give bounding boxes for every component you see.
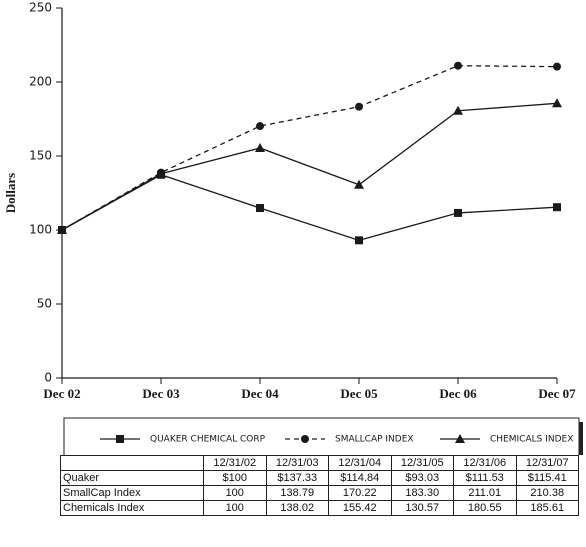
y-tick-label: 150 xyxy=(29,149,52,163)
row-label: Chemicals Index xyxy=(60,500,204,516)
table-cell: $111.53 xyxy=(453,470,517,486)
table-cell: $137.33 xyxy=(265,470,329,486)
y-tick-label: 50 xyxy=(37,297,52,311)
data-point xyxy=(256,204,264,213)
table-cell: $114.84 xyxy=(328,470,392,486)
data-point xyxy=(453,105,463,115)
x-tick-label: Dec 06 xyxy=(439,386,477,401)
legend-label: QUAKER CHEMICAL CORP xyxy=(150,435,266,445)
y-tick-label: 200 xyxy=(29,75,52,89)
table-cell: 100 xyxy=(203,500,267,516)
y-tick-label: 250 xyxy=(29,1,52,15)
x-tick-label: Dec 05 xyxy=(340,386,378,401)
table-cell: 180.55 xyxy=(453,500,517,516)
column-header: 12/31/07 xyxy=(515,455,579,471)
table-cell: 185.61 xyxy=(515,500,579,516)
y-tick-label: 100 xyxy=(29,223,52,237)
column-header: 12/31/06 xyxy=(453,455,517,471)
legend-label: CHEMICALS INDEX xyxy=(490,435,573,445)
table-cell: $100 xyxy=(203,470,267,486)
column-header: 12/31/04 xyxy=(328,455,392,471)
legend xyxy=(63,417,580,455)
data-table: 12/31/02 12/31/03 12/31/04 12/31/05 12/31/06… xyxy=(60,455,579,516)
chart: Dollars 0 50 100 150 200 250 Dec 02 Dec 03 Dec 0… xyxy=(3,1,583,455)
row-label: SmallCap Index xyxy=(60,485,204,501)
legend-marker xyxy=(455,434,465,443)
x-tick-label: Dec 04 xyxy=(241,386,279,401)
table-header: 12/31/02 12/31/03 12/31/04 12/31/05 12/31/06… xyxy=(60,455,579,471)
column-header: 12/31/02 xyxy=(203,455,267,471)
legend-marker xyxy=(116,435,124,443)
table-cell: 100 xyxy=(203,485,267,501)
data-point xyxy=(454,208,462,217)
x-tick-label: Dec 03 xyxy=(142,386,180,401)
data-point xyxy=(355,236,363,245)
table-cell: 130.57 xyxy=(390,500,454,516)
column-header: 12/31/05 xyxy=(390,455,454,471)
column-header: 12/31/03 xyxy=(265,455,329,471)
table-cell: $115.41 xyxy=(515,470,579,486)
table-cell: 170.22 xyxy=(328,485,392,501)
table-cell: 155.42 xyxy=(328,500,392,516)
table-corner xyxy=(60,455,204,471)
y-axis-label: Dollars xyxy=(3,173,18,213)
x-tick-label: Dec 07 xyxy=(538,386,576,401)
series-line xyxy=(61,102,558,231)
data-point xyxy=(553,203,561,212)
row-label: Quaker xyxy=(60,470,204,486)
series-line xyxy=(61,65,558,231)
data-point xyxy=(256,122,264,131)
table-cell: 138.02 xyxy=(265,500,329,516)
table-cell: 183.30 xyxy=(390,485,454,501)
data-point xyxy=(553,62,561,71)
legend-label: SMALLCAP INDEX xyxy=(335,435,414,445)
table-cell: $93.03 xyxy=(390,470,454,486)
data-point xyxy=(454,61,462,70)
table-row: SmallCap Index 100 138.79 170.22 183.30 211.0… xyxy=(60,485,579,501)
y-tick-label: 0 xyxy=(44,371,52,385)
data-point xyxy=(255,142,265,152)
table-cell: 210.38 xyxy=(515,485,579,501)
table-cell: 138.79 xyxy=(265,485,329,501)
data-point xyxy=(57,225,67,234)
data-point xyxy=(552,98,562,108)
table-row: Chemicals Index 100 138.02 155.42 130.57 180.… xyxy=(60,500,579,516)
data-point xyxy=(156,168,166,178)
table-row: Quaker $100 $137.33 $114.84 $93.03 $111.53 $11… xyxy=(60,470,579,486)
data-point xyxy=(354,179,364,189)
legend-marker xyxy=(301,435,309,443)
table-cell: 211.01 xyxy=(453,485,517,501)
x-tick-label: Dec 02 xyxy=(43,386,80,401)
series-line xyxy=(61,174,558,241)
data-point xyxy=(355,102,363,111)
